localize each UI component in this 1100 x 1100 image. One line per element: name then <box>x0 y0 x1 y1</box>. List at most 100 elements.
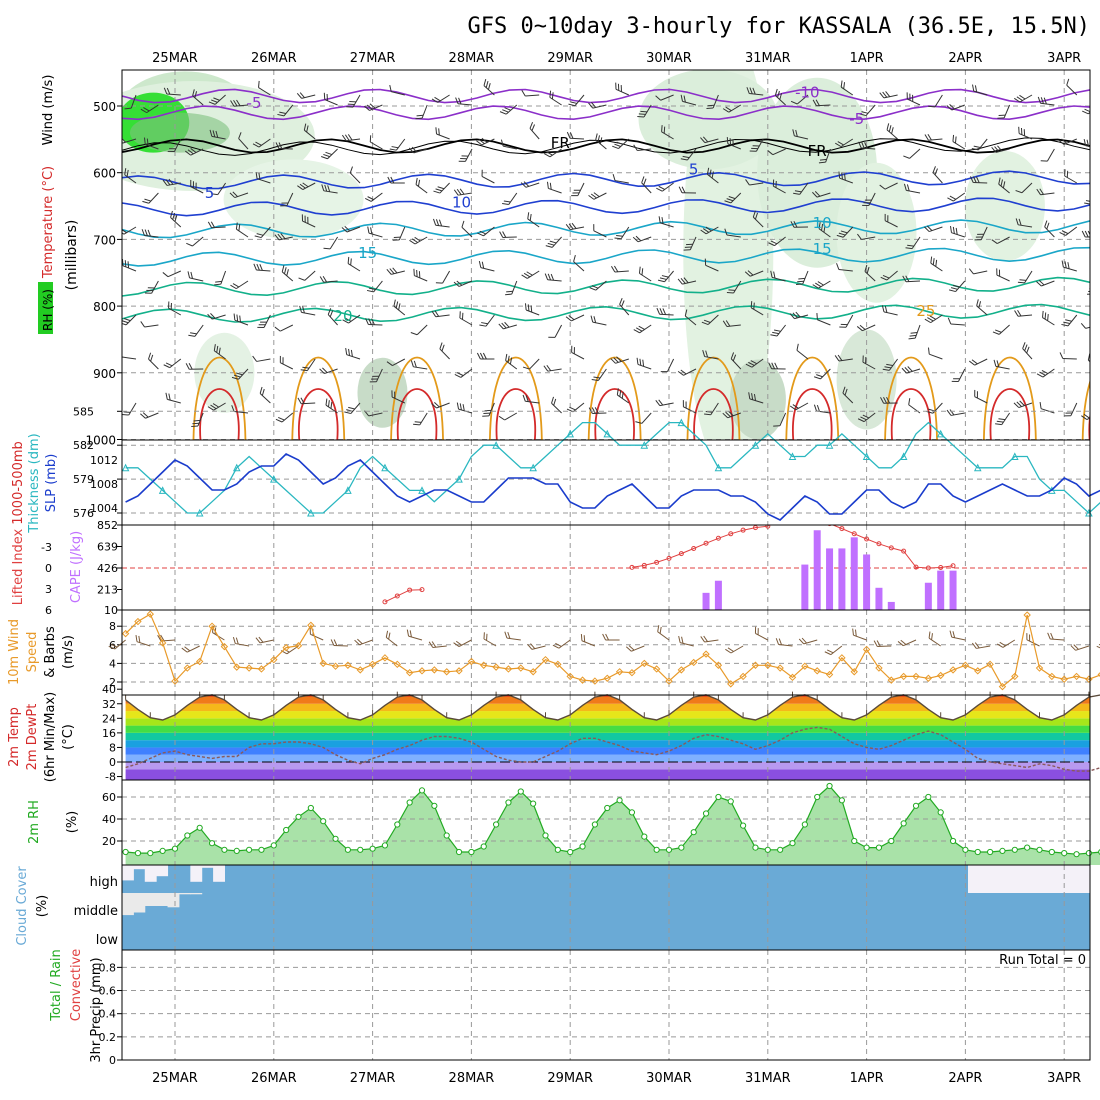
cloud-mid-gap <box>156 893 169 906</box>
lifted-index-point <box>950 563 956 569</box>
wind-barb <box>1064 169 1078 184</box>
wind-barb <box>364 192 383 202</box>
wind-barb <box>590 315 607 326</box>
run-total-label: Run Total = 0 <box>999 953 1086 968</box>
wind-barb <box>633 324 652 334</box>
wind-speed-point <box>331 662 340 670</box>
thickness-point <box>455 474 463 483</box>
lifted-index-point <box>876 541 882 547</box>
date-label-top: 28MAR <box>449 51 495 66</box>
wind-barb <box>636 357 652 370</box>
wind-barb <box>995 412 1011 426</box>
date-label-top: 29MAR <box>547 51 593 66</box>
wind-speed-point <box>961 661 970 669</box>
rh-shading <box>964 151 1045 262</box>
y-axis-label-wind: Wind (m/s) <box>41 75 56 146</box>
rh-2m-point <box>1048 848 1055 856</box>
wind-speed-point <box>356 666 364 674</box>
wind-barb <box>529 122 540 140</box>
rh-2m-point <box>999 847 1006 855</box>
wind-barb <box>410 324 428 336</box>
wind-barb <box>1081 412 1090 421</box>
wind-barb <box>573 255 585 272</box>
rh-area-light <box>125 786 1100 865</box>
temp-color-bands <box>125 694 1090 780</box>
y-axis-label-cape: CAPE (J/kg) <box>69 531 84 603</box>
wind-barb <box>413 412 428 426</box>
wind-barb <box>768 362 786 370</box>
y-axis-label-wind-10m: 10m Wind <box>7 619 22 685</box>
rh-2m-point <box>801 821 808 828</box>
wind-barb <box>163 358 182 369</box>
wind-barb <box>345 347 361 360</box>
wind-barb <box>588 101 607 109</box>
wind-barb <box>277 104 294 117</box>
wind-barb <box>122 259 137 272</box>
wind-barb <box>235 222 249 238</box>
rh-2m-point <box>171 845 179 852</box>
pressure-tick-label: 800 <box>93 300 116 314</box>
wind-speed-point <box>825 670 834 679</box>
lifted-index-line <box>384 525 954 603</box>
wind-barb <box>393 299 406 316</box>
wind-barb <box>812 99 831 107</box>
y-axis-units-label: (millibars) <box>64 220 80 291</box>
wind-barb <box>862 192 876 206</box>
wind-barb <box>976 299 988 316</box>
contour-label: 5 <box>689 161 699 179</box>
wind-barb <box>439 342 450 360</box>
wind-barb <box>658 216 674 228</box>
wind-barb <box>354 638 373 646</box>
wind-barb <box>527 212 540 228</box>
wind-barb <box>232 636 250 647</box>
cape-bar <box>702 592 710 610</box>
date-label-bottom: 2APR <box>948 1071 982 1086</box>
wind-barb <box>386 358 406 367</box>
rh-2m-point <box>740 822 747 829</box>
lifted-index-point <box>778 510 782 514</box>
wind-barb <box>122 137 137 144</box>
wind-speed-point <box>986 660 994 669</box>
wind-barb <box>724 192 742 204</box>
lifted-index-point <box>740 527 746 533</box>
temp-band <box>125 762 1090 770</box>
wind-speed-point <box>949 666 957 674</box>
thickness-point <box>381 463 389 472</box>
wind-barb <box>432 218 450 228</box>
wind-barb <box>500 139 517 150</box>
wind-barb <box>589 280 607 291</box>
wind-barb <box>813 368 831 380</box>
wind-barb <box>209 129 226 140</box>
wind-speed-point <box>480 661 488 669</box>
y-axis-label-temp-2m: (°C) <box>61 724 76 750</box>
wind-barb <box>1059 226 1078 236</box>
wind-barb <box>947 192 966 202</box>
wind-barb <box>571 182 585 197</box>
rh-2m-point <box>567 848 574 856</box>
rh-2m-point <box>381 842 389 849</box>
wind-barb <box>836 226 854 238</box>
y-axis-label-temp-2m: (6hr Min/Max) <box>43 692 58 782</box>
thickness-point <box>862 452 871 460</box>
wind-barb <box>144 280 159 294</box>
isotherm-loop <box>693 388 734 440</box>
wind-barb <box>700 226 719 235</box>
cape-bar <box>826 548 834 610</box>
wind-barb <box>524 303 540 316</box>
temp-band <box>125 711 1090 719</box>
wind-barb <box>552 639 571 649</box>
date-label-top: 25MAR <box>152 51 198 66</box>
wind-barb <box>297 397 316 405</box>
isotherm-loop <box>291 356 346 440</box>
wind-barb <box>568 94 585 107</box>
wind-speed-point <box>195 657 204 666</box>
rh-2m-point <box>258 846 265 853</box>
date-label-bottom: 29MAR <box>547 1071 593 1086</box>
wind-barb <box>775 638 793 647</box>
wind-speed-point <box>591 677 599 685</box>
contour-label: -5 <box>247 94 262 112</box>
wind-barb <box>1059 352 1077 360</box>
wind-speed-line <box>125 613 1100 688</box>
temp-band <box>125 747 1090 755</box>
wind-barb <box>297 182 316 191</box>
